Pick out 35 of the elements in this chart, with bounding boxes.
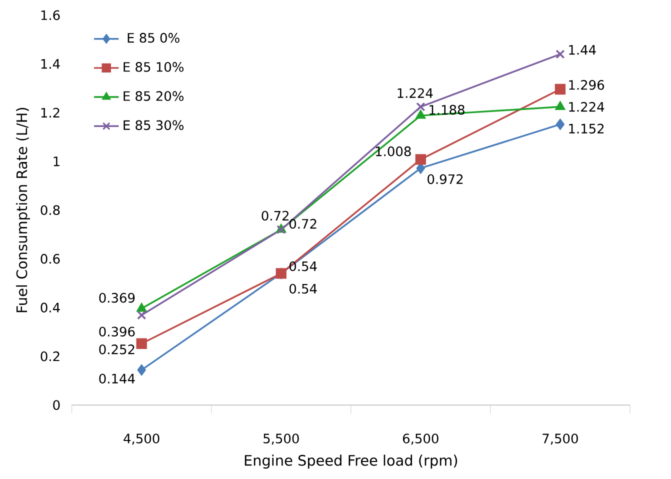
y-tick-label: 1.2 — [41, 108, 60, 118]
data-label: 0.72 — [262, 210, 289, 221]
data-label: 1.44 — [569, 45, 596, 55]
data-label: 1.008 — [376, 146, 411, 156]
data-label: 1.152 — [569, 124, 604, 134]
x-tick-label: 7,500 — [542, 434, 578, 445]
data-label: 1.224 — [569, 102, 604, 112]
legend-label: E 85 10% — [124, 62, 184, 72]
data-label: 0.252 — [99, 344, 134, 354]
data-label: 0.54 — [289, 261, 317, 272]
data-label: 0.972 — [428, 174, 463, 184]
data-label: 1.224 — [398, 88, 433, 98]
y-tick-label: 1 — [54, 156, 60, 166]
x-axis-title: Engine Speed Free load (rpm) — [244, 454, 458, 469]
data-label: 0.396 — [99, 326, 135, 337]
data-label: 1.296 — [569, 80, 604, 90]
x-tick-label: 4,500 — [124, 434, 160, 445]
data-label: 1.188 — [430, 104, 464, 115]
x-tick-label: 6,500 — [402, 434, 438, 445]
y-tick-label: 0 — [53, 400, 60, 410]
y-tick-label: 0.6 — [40, 254, 60, 264]
x-tick-label: 5,500 — [264, 434, 299, 445]
y-tick-label: 0.4 — [40, 302, 60, 313]
data-label: 0.369 — [99, 292, 135, 303]
y-axis-title: Fuel Consumption Rate (L/H) — [16, 108, 30, 312]
y-tick-label: 1.4 — [41, 59, 60, 69]
legend-label: E 85 20% — [124, 91, 184, 101]
y-tick-label: 1.6 — [41, 10, 60, 20]
data-label: 0.72 — [289, 218, 316, 229]
data-label: 0.144 — [99, 374, 135, 384]
legend-label: E 85 30% — [124, 120, 184, 130]
y-tick-label: 0.2 — [40, 351, 60, 362]
data-label: 0.54 — [289, 284, 317, 294]
legend-label: E 85 0% — [128, 32, 180, 43]
y-tick-label: 0.8 — [40, 205, 60, 216]
